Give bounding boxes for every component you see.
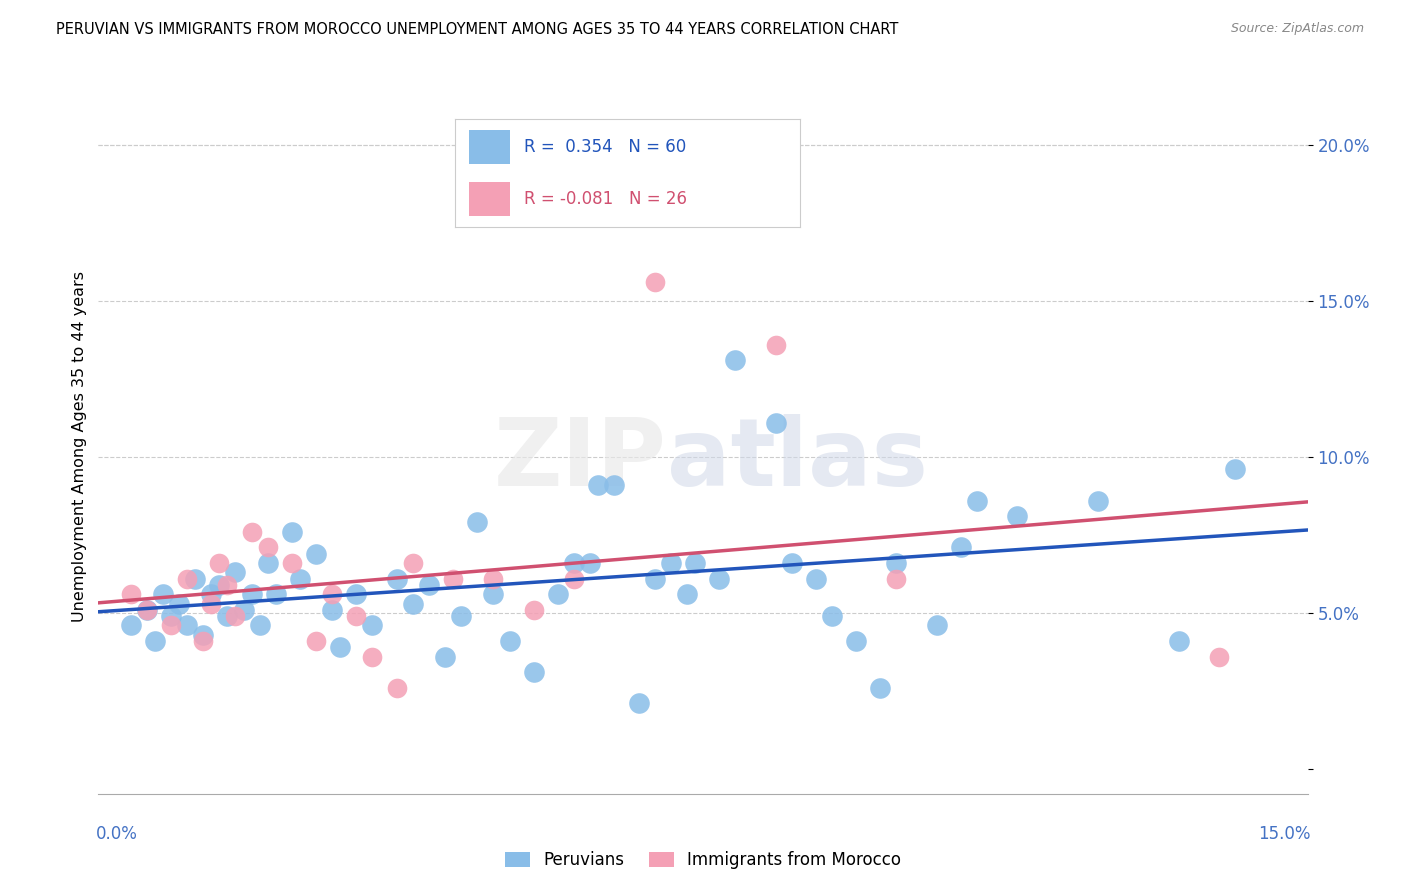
Point (765, 416, 787, 430)
Point (120, 618, 142, 632)
Point (765, 337, 787, 351)
Point (281, 524, 304, 539)
Point (562, 556, 585, 570)
Point (217, 609, 239, 624)
Point (120, 587, 142, 601)
Point (152, 587, 174, 601)
Point (707, 572, 730, 586)
Point (579, 556, 602, 570)
Point (780, 556, 803, 570)
Point (886, 556, 908, 570)
Point (224, 566, 246, 580)
Point (385, 572, 408, 586)
Point (200, 587, 222, 601)
Point (361, 649, 384, 664)
Point (160, 609, 183, 624)
Point (402, 597, 425, 611)
Point (256, 556, 278, 570)
Point (1087, 493, 1109, 508)
Point (321, 603, 343, 617)
Point (869, 681, 891, 695)
Point (966, 493, 988, 508)
Point (135, 603, 157, 617)
Legend: Peruvians, Immigrants from Morocco: Peruvians, Immigrants from Morocco (498, 845, 908, 876)
Point (676, 587, 699, 601)
Text: PERUVIAN VS IMMIGRANTS FROM MOROCCO UNEMPLOYMENT AMONG AGES 35 TO 44 YEARS CORRE: PERUVIAN VS IMMIGRANTS FROM MOROCCO UNEM… (56, 22, 898, 37)
Point (523, 603, 546, 617)
Point (821, 609, 844, 624)
Point (434, 649, 457, 664)
Y-axis label: Unemployment Among Ages 35 to 44 years: Unemployment Among Ages 35 to 44 years (72, 270, 87, 622)
Point (547, 587, 569, 601)
Point (249, 618, 271, 632)
Point (925, 618, 948, 632)
Point (256, 541, 278, 555)
Point (450, 609, 472, 624)
Point (176, 572, 198, 586)
Text: Source: ZipAtlas.com: Source: ZipAtlas.com (1230, 22, 1364, 36)
Point (683, 556, 706, 570)
Point (305, 547, 328, 561)
Point (288, 572, 311, 586)
Point (217, 578, 239, 592)
Point (523, 665, 546, 680)
Point (184, 572, 207, 586)
Point (240, 524, 263, 539)
Point (344, 609, 367, 624)
Point (160, 618, 183, 632)
Point (135, 603, 157, 617)
Point (1167, 634, 1189, 648)
Point (143, 634, 166, 648)
Text: 15.0%: 15.0% (1258, 825, 1310, 843)
Point (441, 572, 464, 586)
Point (644, 572, 666, 586)
Point (344, 587, 367, 601)
Point (418, 578, 440, 592)
Point (193, 628, 215, 642)
Point (482, 587, 505, 601)
Point (627, 697, 650, 711)
Text: atlas: atlas (666, 414, 928, 506)
Point (240, 587, 263, 601)
Text: 0.0%: 0.0% (96, 825, 138, 843)
Point (321, 587, 343, 601)
Point (281, 556, 304, 570)
Point (465, 516, 488, 530)
Point (167, 597, 190, 611)
Point (305, 634, 328, 648)
Point (845, 634, 868, 648)
Point (586, 478, 609, 492)
Point (361, 618, 384, 632)
Point (208, 556, 231, 570)
Point (264, 587, 287, 601)
Point (1223, 462, 1246, 476)
Point (724, 353, 747, 368)
Point (603, 478, 626, 492)
Point (1007, 509, 1029, 524)
Point (385, 681, 408, 695)
Point (176, 618, 198, 632)
Point (193, 634, 215, 648)
Point (208, 578, 231, 592)
Point (949, 541, 972, 555)
Point (232, 603, 254, 617)
Point (224, 609, 246, 624)
Point (402, 556, 425, 570)
Point (200, 597, 222, 611)
Point (644, 275, 666, 289)
Point (886, 572, 908, 586)
Point (659, 556, 682, 570)
Point (562, 572, 585, 586)
Text: ZIP: ZIP (494, 414, 666, 506)
Point (1208, 649, 1230, 664)
Point (482, 572, 505, 586)
Point (329, 640, 352, 655)
Point (804, 572, 827, 586)
Point (498, 634, 520, 648)
